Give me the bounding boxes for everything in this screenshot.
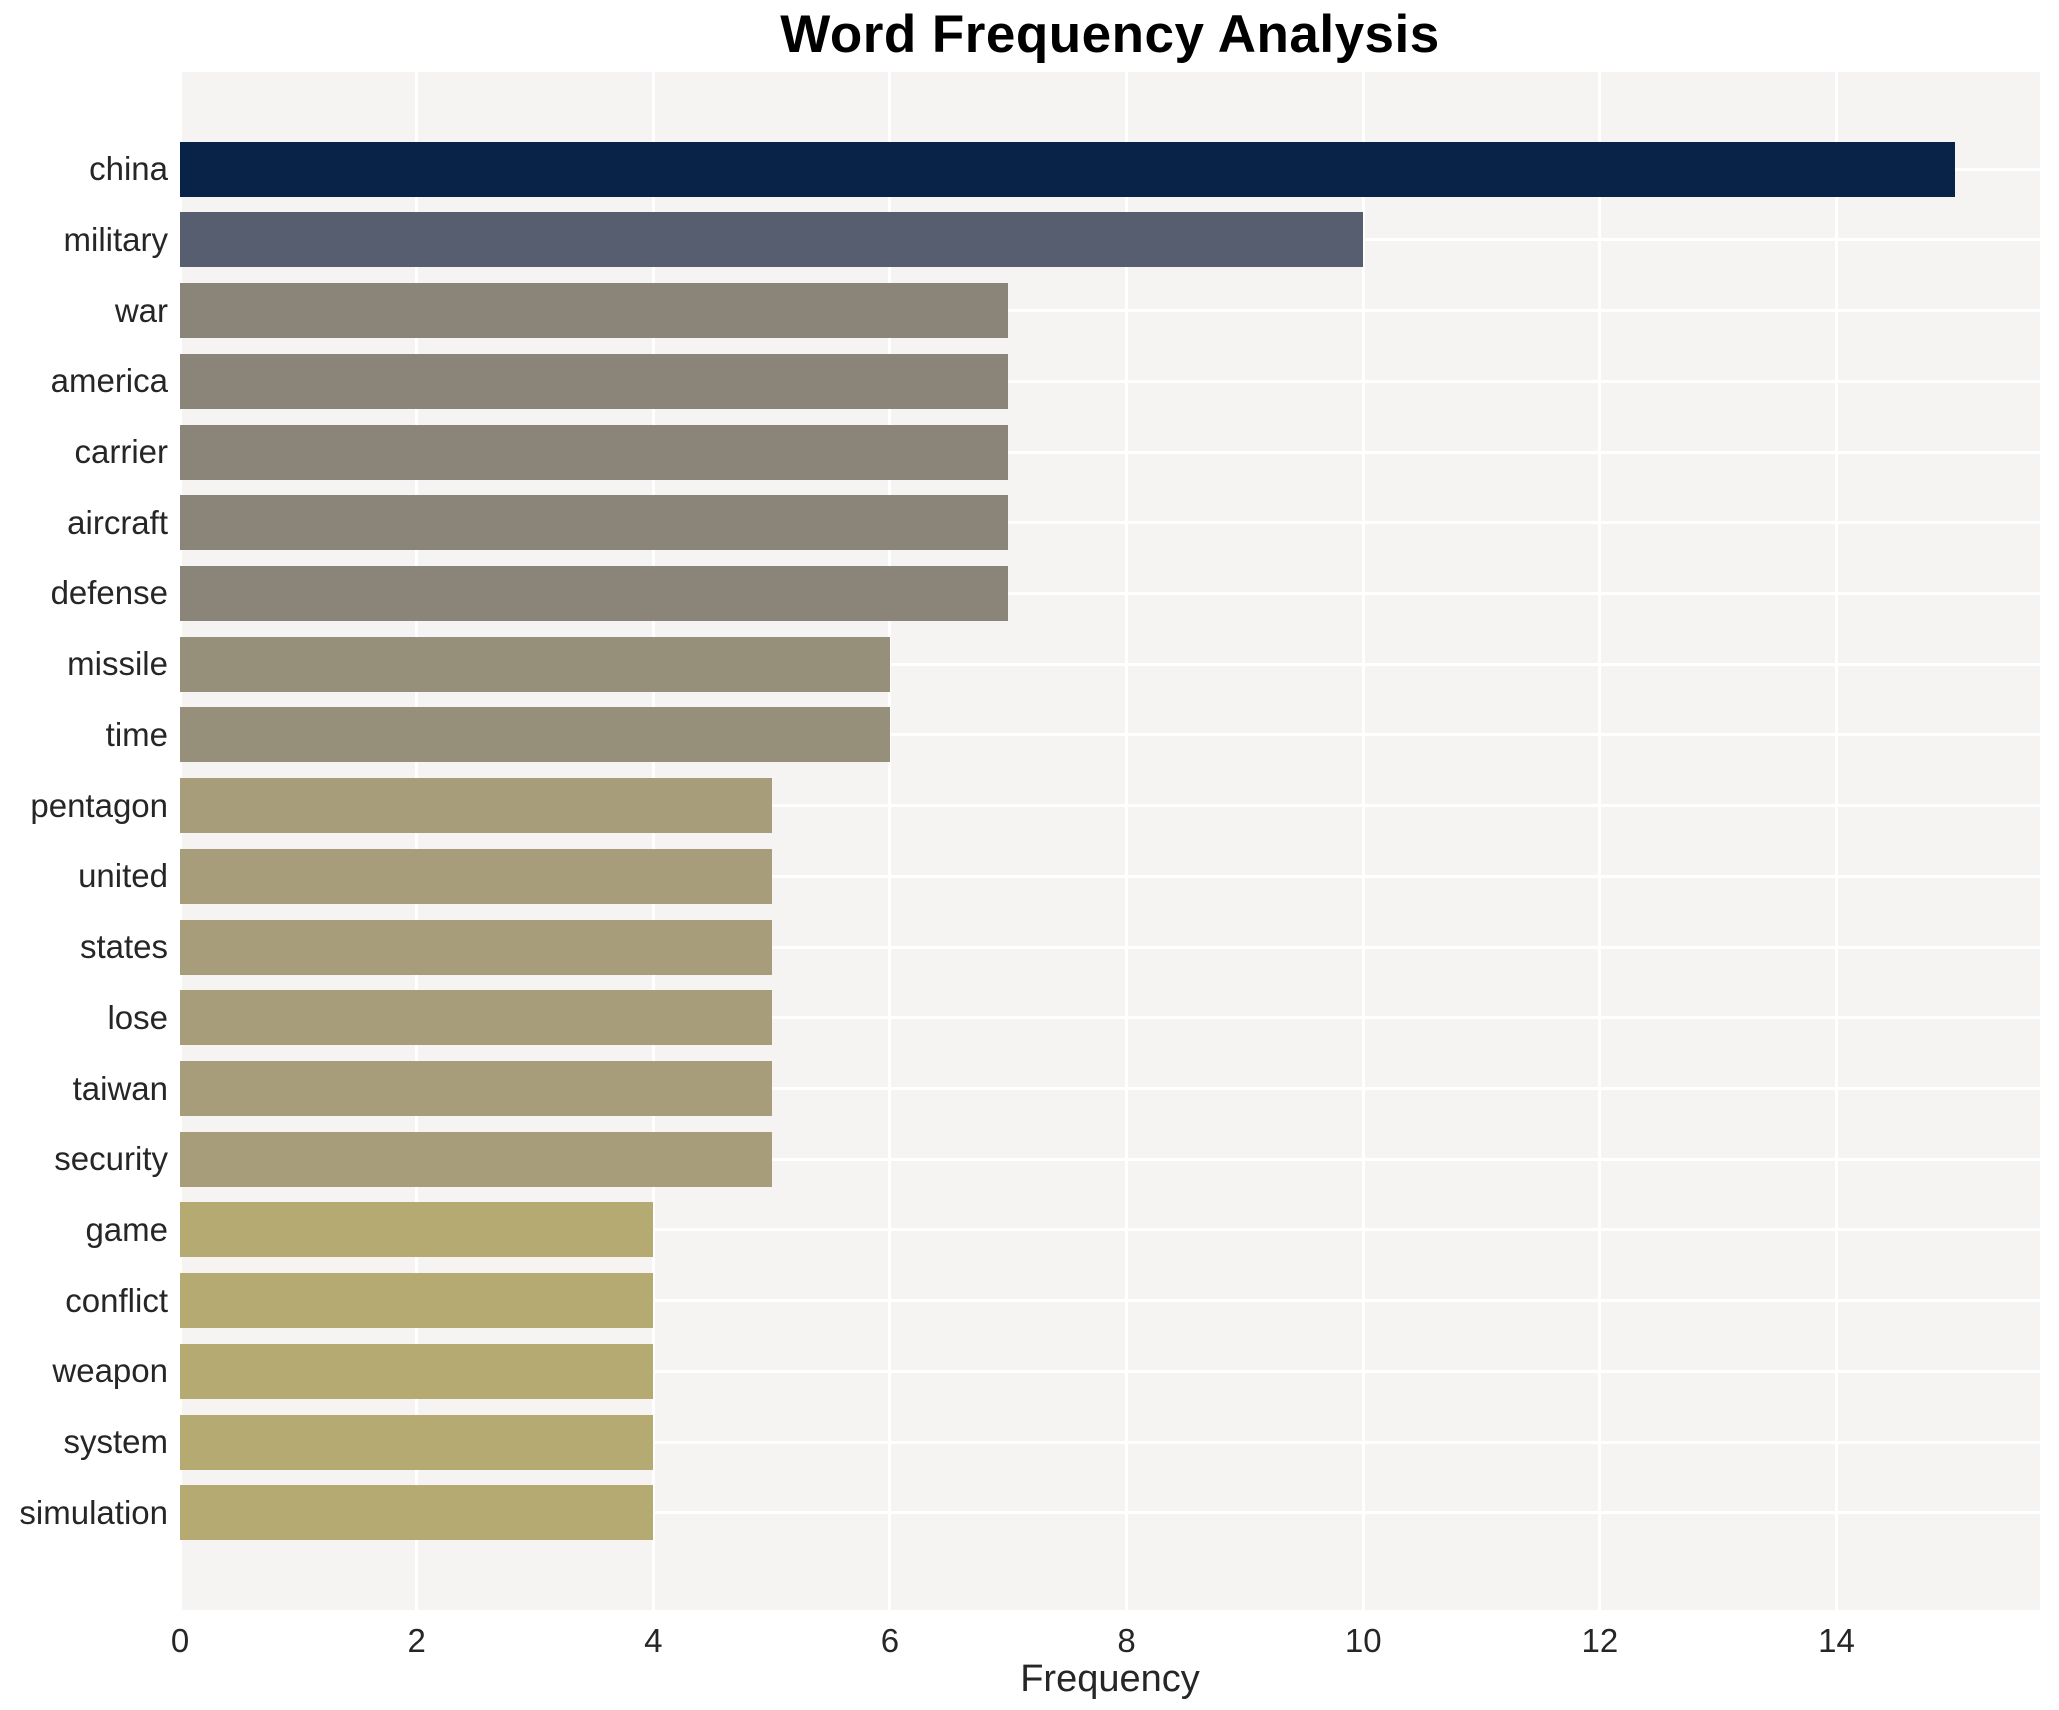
gridline-horizontal: [180, 1299, 2040, 1303]
x-tick-label-0: 0: [170, 1622, 190, 1659]
bar-war: [180, 283, 1009, 339]
category-label-defense: defense: [50, 574, 168, 612]
gridline-horizontal: [180, 450, 2040, 454]
bar-aircraft: [180, 495, 1009, 551]
gridline-horizontal: [180, 1511, 2040, 1515]
plot-area: [180, 72, 2040, 1610]
bar-america: [180, 353, 1009, 409]
gridline-horizontal: [180, 1228, 2040, 1232]
category-label-states: states: [79, 928, 168, 966]
gridline-vertical: [1834, 72, 1838, 1610]
gridline-horizontal: [180, 733, 2040, 737]
gridline-horizontal: [180, 591, 2040, 595]
bar-lose: [180, 990, 772, 1046]
category-label-taiwan: taiwan: [72, 1069, 168, 1107]
gridline-horizontal: [180, 1440, 2040, 1444]
category-label-united: united: [78, 857, 168, 895]
category-label-simulation: simulation: [19, 1493, 168, 1531]
gridline-horizontal: [180, 874, 2040, 878]
bar-security: [180, 1131, 772, 1187]
bar-game: [180, 1202, 654, 1258]
bar-simulation: [180, 1485, 654, 1541]
gridline-horizontal: [180, 309, 2040, 313]
x-tick-label-4: 4: [644, 1622, 663, 1659]
bar-conflict: [180, 1273, 654, 1329]
gridline-vertical: [1598, 72, 1602, 1610]
gridline-horizontal: [180, 662, 2040, 666]
category-label-aircraft: aircraft: [67, 503, 168, 541]
x-axis-title: Frequency: [1020, 1658, 1200, 1700]
category-label-time: time: [105, 715, 168, 753]
bar-missile: [180, 636, 890, 692]
category-label-military: military: [63, 220, 169, 258]
category-label-america: america: [50, 362, 168, 400]
chart-title: Word Frequency Analysis: [780, 5, 1440, 64]
gridline-horizontal: [180, 804, 2040, 808]
gridline-horizontal: [180, 1369, 2040, 1373]
x-tick-label-6: 6: [880, 1622, 900, 1659]
x-tick-label-10: 10: [1344, 1622, 1382, 1659]
bar-pentagon: [180, 778, 772, 834]
gridline-horizontal: [180, 1157, 2040, 1161]
gridline-vertical: [415, 72, 419, 1610]
x-tick-label-14: 14: [1818, 1622, 1855, 1659]
bar-states: [180, 919, 772, 975]
category-label-missile: missile: [67, 645, 168, 683]
gridline-vertical: [1125, 72, 1129, 1610]
x-tick-label-12: 12: [1581, 1622, 1619, 1659]
gridline-horizontal: [180, 379, 2040, 383]
bar-military: [180, 212, 1364, 268]
gridline-vertical: [888, 72, 892, 1610]
bar-united: [180, 848, 772, 904]
category-label-pentagon: pentagon: [30, 786, 168, 824]
bar-defense: [180, 565, 1009, 621]
gridline-horizontal: [180, 1016, 2040, 1020]
category-label-china: china: [89, 150, 168, 188]
bar-time: [180, 707, 890, 763]
bar-china: [180, 141, 1955, 197]
gridline-vertical: [1361, 72, 1365, 1610]
category-label-game: game: [85, 1210, 168, 1248]
bar-system: [180, 1414, 654, 1470]
category-label-system: system: [63, 1423, 168, 1461]
category-label-security: security: [54, 1140, 168, 1178]
bar-taiwan: [180, 1061, 772, 1117]
category-label-lose: lose: [107, 998, 168, 1036]
gridline-horizontal: [180, 521, 2040, 525]
bar-weapon: [180, 1343, 654, 1399]
category-label-conflict: conflict: [65, 1281, 168, 1319]
gridline-horizontal: [180, 1087, 2040, 1091]
category-label-weapon: weapon: [52, 1352, 168, 1390]
gridline-vertical: [180, 72, 182, 1610]
gridline-horizontal: [180, 945, 2040, 949]
category-label-war: war: [114, 291, 168, 329]
x-tick-label-2: 2: [407, 1622, 426, 1659]
bar-carrier: [180, 424, 1009, 480]
x-tick-label-8: 8: [1117, 1622, 1136, 1659]
category-label-carrier: carrier: [74, 433, 168, 471]
gridline-vertical: [651, 72, 655, 1610]
